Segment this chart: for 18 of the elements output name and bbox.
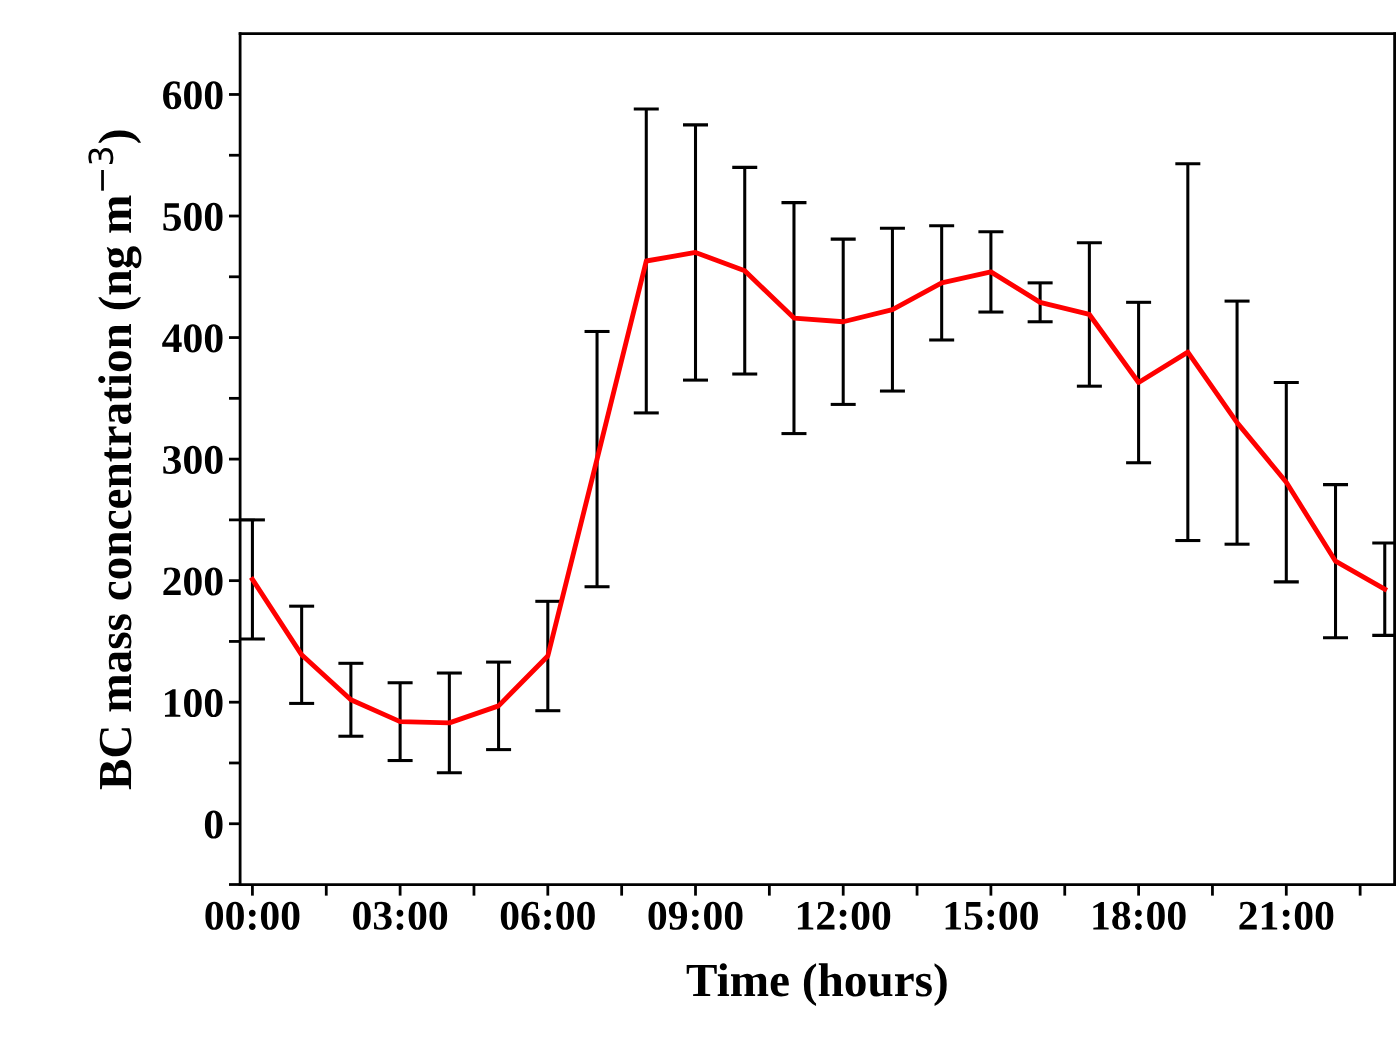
x-axis-title: Time (hours)	[686, 963, 947, 1007]
x-tick-label: 18:00	[1093, 901, 1186, 930]
x-tick-label: 09:00	[648, 901, 743, 930]
y-tick-label: 300	[163, 445, 223, 474]
y-tick-label: 400	[162, 324, 223, 353]
y-tick-label: 0	[204, 810, 223, 839]
x-tick-label: 00:00	[205, 901, 300, 930]
x-tick-label: 03:00	[353, 901, 448, 930]
y-tick-label: 500	[163, 202, 223, 231]
y-tick-label: 200	[163, 567, 223, 596]
y-tick-label: 600	[163, 81, 223, 110]
y-axis-title: BC mass concentration (ng m$^{−3}$)	[88, 130, 142, 790]
x-tick-label: 06:00	[500, 901, 595, 930]
x-tick-label: 21:00	[1239, 901, 1334, 930]
line-series	[249, 250, 1388, 726]
x-tick-label: 12:00	[797, 901, 891, 930]
y-tick-label: 100	[164, 688, 223, 718]
x-tick-label: 15:00	[945, 901, 1038, 930]
